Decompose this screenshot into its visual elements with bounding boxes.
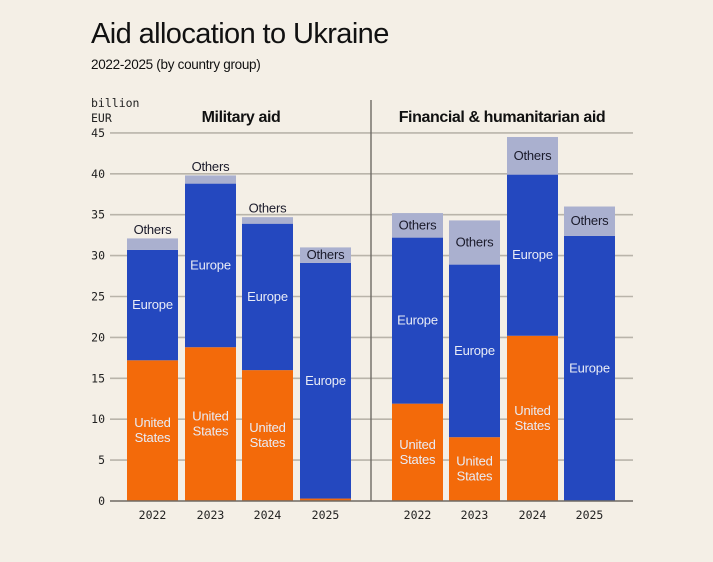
- bar-segment-united-states: [300, 498, 351, 501]
- segment-label: States: [135, 430, 171, 445]
- bar-segment-others: [564, 206, 615, 236]
- segment-label: United: [456, 454, 492, 469]
- segment-label: Others: [192, 159, 231, 174]
- bar-segment-united-states: [127, 360, 178, 501]
- segment-label: United: [134, 415, 170, 430]
- bar-segment-europe: [185, 183, 236, 348]
- segment-label: Europe: [132, 297, 173, 312]
- segment-label: Europe: [305, 373, 346, 388]
- x-tick-label: 2023: [197, 508, 225, 522]
- x-tick-label: 2025: [312, 508, 340, 522]
- y-axis-unit-line-1: billion: [91, 96, 139, 110]
- y-tick-label: 40: [91, 167, 105, 181]
- bar-segment-europe: [127, 249, 178, 361]
- segment-label: Others: [399, 217, 438, 232]
- bar-segment-united-states: [449, 437, 500, 501]
- y-tick-label: 25: [91, 290, 105, 304]
- chart-subtitle: 2022-2025 (by country group): [91, 57, 261, 72]
- bar-segment-europe: [564, 235, 615, 501]
- bars: [127, 136, 615, 501]
- x-tick-label: 2022: [139, 508, 167, 522]
- segment-label: Europe: [569, 360, 610, 375]
- y-tick-label: 35: [91, 208, 105, 222]
- x-tick-label: 2023: [461, 508, 489, 522]
- bar-segment-united-states: [242, 370, 293, 501]
- segment-label: United: [399, 437, 435, 452]
- bar-segment-united-states: [392, 403, 443, 501]
- segment-label: Others: [249, 201, 288, 216]
- segment-label: States: [193, 424, 229, 439]
- x-tick-label: 2025: [576, 508, 604, 522]
- chart-title: Aid allocation to Ukraine: [91, 18, 389, 50]
- bar-segment-others: [127, 238, 178, 250]
- bar-segment-united-states: [507, 335, 558, 501]
- segment-label: Others: [134, 222, 173, 237]
- segment-labels: UnitedStatesEuropeOthersUnitedStatesEuro…: [132, 148, 610, 484]
- y-tick-label: 5: [98, 453, 105, 467]
- segment-label: Europe: [247, 289, 288, 304]
- bar-segment-others: [242, 217, 293, 224]
- bar-segment-europe: [449, 264, 500, 438]
- y-tick-label: 45: [91, 126, 105, 140]
- segment-label: United: [514, 403, 550, 418]
- y-tick-label: 20: [91, 330, 105, 344]
- y-tick-label: 15: [91, 371, 105, 385]
- y-tick-label: 10: [91, 412, 105, 426]
- segment-label: States: [400, 452, 436, 467]
- bar-segment-others: [507, 136, 558, 175]
- segment-label: United: [192, 409, 228, 424]
- bar-segment-europe: [392, 237, 443, 404]
- y-tick-label: 0: [98, 494, 105, 508]
- segment-label: Others: [307, 247, 346, 262]
- bar-segment-europe: [300, 262, 351, 499]
- bar-segment-others: [449, 220, 500, 265]
- segment-label: Others: [456, 235, 495, 250]
- bar-segment-europe: [242, 223, 293, 371]
- segment-label: Europe: [454, 343, 495, 358]
- bar-segment-others: [300, 247, 351, 263]
- segment-label: States: [250, 435, 286, 450]
- panel-title: Financial & humanitarian aid: [399, 109, 606, 126]
- segment-label: States: [457, 469, 493, 484]
- bar-segment-europe: [507, 174, 558, 336]
- bar-segment-others: [185, 175, 236, 184]
- segment-label: Others: [514, 148, 553, 163]
- panel-title: Military aid: [202, 109, 281, 126]
- segment-label: Others: [571, 213, 610, 228]
- bar-segment-others: [392, 213, 443, 238]
- segment-label: Europe: [397, 313, 438, 328]
- x-tick-label: 2024: [519, 508, 547, 522]
- x-tick-label: 2024: [254, 508, 282, 522]
- bar-segment-united-states: [185, 347, 236, 501]
- segment-label: States: [515, 418, 551, 433]
- y-tick-label: 30: [91, 249, 105, 263]
- segment-label: Europe: [512, 247, 553, 262]
- x-tick-label: 2022: [404, 508, 432, 522]
- segment-label: Europe: [190, 257, 231, 272]
- segment-label: United: [249, 420, 285, 435]
- y-axis-unit-line-2: EUR: [91, 111, 112, 125]
